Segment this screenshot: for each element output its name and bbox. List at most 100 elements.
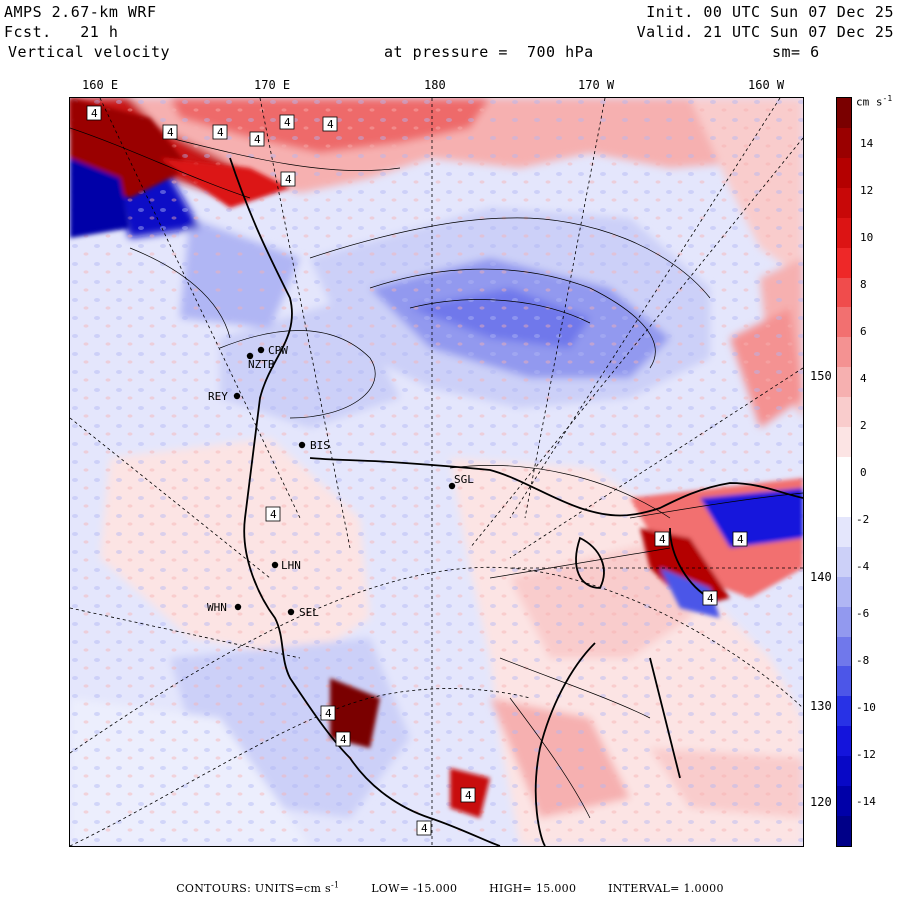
colorbar-tick-label: -10 bbox=[856, 701, 876, 714]
init-time: Init. 00 UTC Sun 07 Dec 25 bbox=[646, 3, 894, 21]
valid-time: Valid. 21 UTC Sun 07 Dec 25 bbox=[636, 23, 894, 41]
max-marker: 4 bbox=[280, 171, 296, 187]
contour-info: CONTOURS: UNITS=cm s-1 LOW= -15.000 HIGH… bbox=[0, 880, 900, 895]
svg-text:4: 4 bbox=[737, 533, 744, 546]
max-marker: 4 bbox=[86, 105, 102, 121]
colorbar-segment bbox=[837, 277, 851, 308]
svg-text:SEL: SEL bbox=[299, 606, 319, 619]
colorbar-segment bbox=[837, 457, 851, 488]
colorbar-segment bbox=[837, 786, 851, 817]
colorbar-unit: cm s-1 bbox=[856, 94, 893, 109]
station-bis[interactable]: BIS bbox=[298, 439, 330, 452]
colorbar-tick-label: 2 bbox=[860, 419, 867, 432]
svg-text:4: 4 bbox=[217, 126, 224, 139]
colorbar-tick-label: 10 bbox=[860, 231, 874, 244]
colorbar-segment bbox=[837, 98, 851, 129]
colorbar-tick-label: -4 bbox=[856, 560, 870, 573]
colorbar-segment bbox=[837, 726, 851, 757]
graticule bbox=[70, 98, 803, 846]
colorbar-segment bbox=[837, 217, 851, 249]
svg-text:4: 4 bbox=[254, 133, 261, 146]
svg-text:WHN: WHN bbox=[207, 601, 227, 614]
svg-text:NZTB: NZTB bbox=[248, 358, 275, 371]
colorbar-segment bbox=[837, 816, 851, 847]
colorbar-tick-label: -6 bbox=[856, 607, 870, 620]
station-sgl[interactable]: SGL bbox=[448, 473, 474, 490]
station-lhn[interactable]: LHN bbox=[271, 559, 301, 572]
map-canvas: CPW NZTB REY BIS SGL LHN bbox=[70, 98, 803, 846]
colorbar-segment bbox=[837, 397, 851, 428]
colorbar-tick-label: 12 bbox=[860, 184, 874, 197]
colorbar-segment bbox=[837, 666, 851, 697]
colorbar-segment bbox=[837, 486, 851, 518]
max-marker: 4 bbox=[335, 731, 351, 747]
svg-text:4: 4 bbox=[340, 733, 347, 746]
max-marker: 4 bbox=[212, 124, 228, 140]
max-marker: 4 bbox=[162, 124, 178, 140]
colorbar-segment bbox=[837, 307, 851, 338]
colorbar-segment bbox=[837, 636, 851, 667]
lon-tick-160w: 160 W bbox=[748, 78, 785, 92]
coastline bbox=[229, 157, 803, 846]
smoothing-label: sm= 6 bbox=[772, 43, 820, 61]
svg-text:BIS: BIS bbox=[310, 439, 330, 452]
colorbar-segment bbox=[837, 157, 851, 189]
colorbar-segment bbox=[837, 696, 851, 727]
svg-text:4: 4 bbox=[285, 173, 292, 186]
svg-text:CPW: CPW bbox=[268, 344, 288, 357]
max-marker: 4 bbox=[279, 114, 295, 130]
svg-text:SGL: SGL bbox=[454, 473, 474, 486]
colorbar-segment bbox=[837, 337, 851, 368]
colorbar-tick-label: 0 bbox=[860, 466, 867, 479]
max-marker: 4 bbox=[416, 820, 432, 836]
colorbar-segment bbox=[837, 367, 851, 398]
contour-low: LOW= -15.000 bbox=[371, 881, 458, 895]
svg-text:REY: REY bbox=[208, 390, 228, 403]
lon-tick-180: 180 bbox=[424, 78, 446, 92]
colorbar-tick-label: -12 bbox=[856, 748, 876, 761]
contour-high: HIGH= 15.000 bbox=[489, 881, 577, 895]
colorbar-segment bbox=[837, 606, 851, 638]
lon-tick-160e: 160 E bbox=[82, 78, 119, 92]
colorbar-segment bbox=[837, 187, 851, 219]
svg-text:4: 4 bbox=[284, 116, 291, 129]
lon-tick-170w: 170 W bbox=[578, 78, 615, 92]
colorbar-segment bbox=[837, 427, 851, 458]
station-sel[interactable]: SEL bbox=[287, 606, 319, 619]
max-marker: 4 bbox=[460, 787, 476, 803]
max-marker: 4 bbox=[320, 705, 336, 721]
svg-text:4: 4 bbox=[325, 707, 332, 720]
svg-text:4: 4 bbox=[167, 126, 174, 139]
colorbar-tick-label: 4 bbox=[860, 372, 867, 385]
max-marker: 4 bbox=[249, 131, 265, 147]
contour-units: CONTOURS: UNITS=cm s-1 bbox=[176, 880, 340, 895]
contour-interval: INTERVAL= 1.0000 bbox=[608, 881, 724, 895]
station-markers: CPW NZTB REY BIS SGL LHN bbox=[207, 344, 474, 619]
field-name: Vertical velocity bbox=[8, 43, 171, 61]
forecast-hour: Fcst. 21 h bbox=[4, 23, 119, 41]
station-whn[interactable]: WHN bbox=[207, 601, 242, 614]
colorbar-segment bbox=[837, 546, 851, 578]
colorbar-segment bbox=[837, 576, 851, 608]
colorbar-tick-label: -2 bbox=[856, 513, 870, 526]
station-nztb[interactable]: NZTB bbox=[246, 352, 275, 371]
colorbar-segment bbox=[837, 247, 851, 278]
colorbar bbox=[836, 97, 852, 847]
pressure-level: at pressure = 700 hPa bbox=[384, 43, 594, 61]
model-title: AMPS 2.67-km WRF bbox=[4, 3, 157, 21]
svg-text:4: 4 bbox=[659, 533, 666, 546]
contour-lines bbox=[70, 127, 803, 819]
colorbar-segment bbox=[837, 756, 851, 787]
max-marker: 4 bbox=[702, 590, 718, 606]
svg-text:4: 4 bbox=[465, 789, 472, 802]
colorbar-segment bbox=[837, 516, 851, 548]
svg-text:4: 4 bbox=[91, 107, 98, 120]
svg-text:4: 4 bbox=[270, 508, 277, 521]
station-cpw[interactable]: CPW bbox=[257, 344, 288, 357]
vertical-velocity-map[interactable]: CPW NZTB REY BIS SGL LHN bbox=[69, 97, 804, 847]
station-rey[interactable]: REY bbox=[208, 390, 241, 403]
max-markers: 4 4 4 4 4 4 4 4 4 4 4 4 4 4 4 bbox=[86, 105, 748, 836]
colorbar-tick-label: -14 bbox=[856, 795, 876, 808]
small-scale-cells bbox=[70, 98, 803, 846]
svg-text:LHN: LHN bbox=[281, 559, 301, 572]
